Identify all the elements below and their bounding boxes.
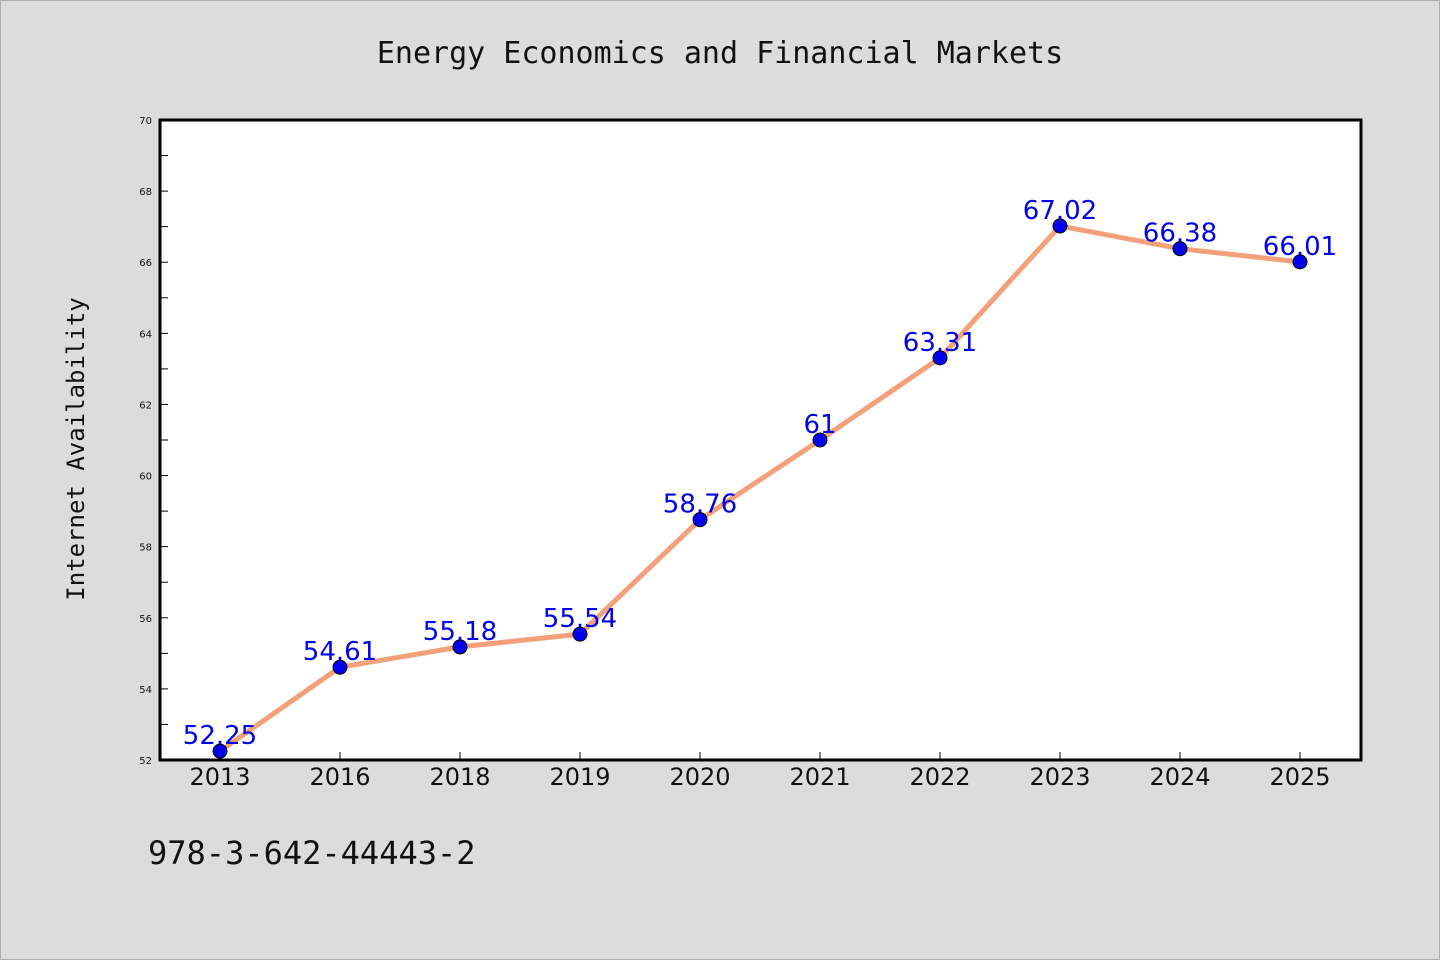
y-tick-label: 58 xyxy=(139,543,152,554)
data-point-marker xyxy=(692,512,708,528)
y-tick-label: 56 xyxy=(139,614,152,625)
data-point-label: 58.76 xyxy=(663,490,737,520)
x-tick-label: 2019 xyxy=(549,763,610,791)
x-axis-ticks: 2013 2016 2018 2019 2020 2021 2022 2023 2024 2025 xyxy=(189,752,1331,791)
y-tick-label: 62 xyxy=(139,400,152,411)
data-point-marker xyxy=(572,626,588,642)
x-tick-label: 2018 xyxy=(429,763,490,791)
data-point-marker xyxy=(1172,241,1188,257)
x-tick-label: 2020 xyxy=(669,763,730,791)
y-tick-label: 64 xyxy=(139,329,152,340)
data-point-marker xyxy=(812,432,828,448)
y-axis-label: Internet Availability xyxy=(62,297,90,600)
x-tick-label: 2025 xyxy=(1269,763,1330,791)
data-labels: 52.25 54.61 55.18 55.54 58.76 61 63.31 67.02 66.… xyxy=(183,196,1337,751)
data-point-marker xyxy=(932,350,948,366)
series-markers xyxy=(212,218,1308,759)
data-point-label: 66.38 xyxy=(1143,219,1217,249)
data-point-label: 67.02 xyxy=(1023,196,1097,226)
data-point-label: 54.61 xyxy=(303,637,377,667)
x-tick-label: 2021 xyxy=(789,763,850,791)
data-point-marker xyxy=(332,659,348,675)
y-tick-label: 60 xyxy=(139,472,152,483)
y-tick-label: 52 xyxy=(139,756,152,767)
x-tick-label: 2022 xyxy=(909,763,970,791)
y-axis-ticks: 52 54 56 58 60 62 64 66 68 70 xyxy=(139,116,168,767)
chart-title: Energy Economics and Financial Markets xyxy=(377,36,1063,71)
data-point-label: 52.25 xyxy=(183,721,257,751)
data-point-marker xyxy=(452,639,468,655)
data-point-label: 61 xyxy=(803,410,836,440)
x-tick-label: 2013 xyxy=(189,763,250,791)
series-line xyxy=(217,223,1303,754)
data-point-marker xyxy=(212,743,228,759)
y-tick-label: 54 xyxy=(139,685,152,696)
data-point-label: 63.31 xyxy=(903,328,977,358)
x-tick-label: 2024 xyxy=(1149,763,1210,791)
data-point-marker xyxy=(1292,254,1308,270)
data-point-label: 55.18 xyxy=(423,617,497,647)
y-tick-label: 70 xyxy=(139,116,152,127)
data-point-label: 55.54 xyxy=(543,604,617,634)
y-tick-label: 66 xyxy=(139,258,152,269)
footnote: 978-3-642-44443-2 xyxy=(148,834,476,872)
data-point-label: 66.01 xyxy=(1263,232,1337,262)
x-tick-label: 2016 xyxy=(309,763,370,791)
plot-area xyxy=(158,118,1363,762)
y-tick-label: 68 xyxy=(139,187,152,198)
x-tick-label: 2023 xyxy=(1029,763,1090,791)
data-point-marker xyxy=(1052,218,1068,234)
